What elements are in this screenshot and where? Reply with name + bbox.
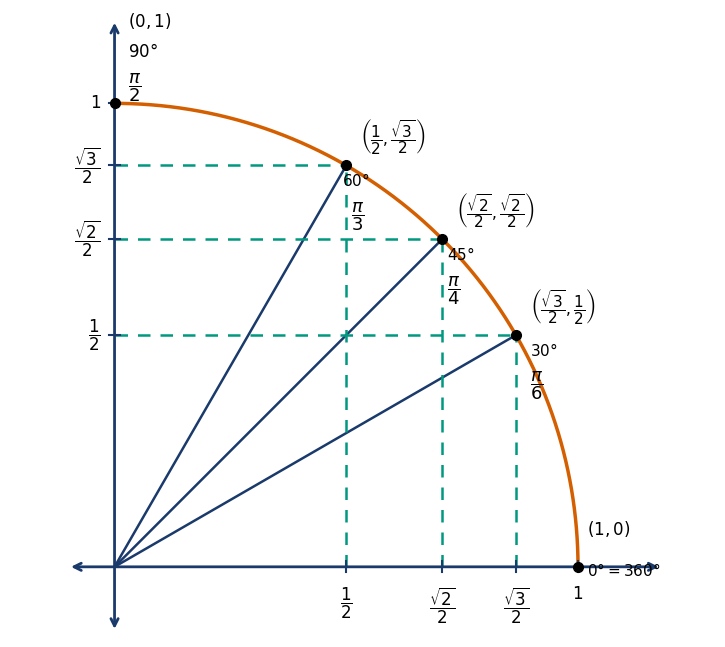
Text: $\dfrac{1}{2}$: $\dfrac{1}{2}$	[88, 318, 101, 353]
Text: $\dfrac{1}{2}$: $\dfrac{1}{2}$	[340, 586, 352, 620]
Text: $\dfrac{\sqrt{2}}{2}$: $\dfrac{\sqrt{2}}{2}$	[74, 219, 101, 259]
Text: $\left(\dfrac{\sqrt{3}}{2}, \dfrac{1}{2}\right)$: $\left(\dfrac{\sqrt{3}}{2}, \dfrac{1}{2}…	[530, 287, 595, 326]
Text: $60°$: $60°$	[341, 172, 369, 190]
Text: $90°$: $90°$	[128, 43, 158, 61]
Text: $\dfrac{\pi}{3}$: $\dfrac{\pi}{3}$	[351, 200, 365, 233]
Text: $\dfrac{\pi}{2}$: $\dfrac{\pi}{2}$	[128, 71, 142, 104]
Text: $1$: $1$	[573, 586, 584, 604]
Text: $45°$: $45°$	[447, 246, 475, 263]
Text: $30°$: $30°$	[530, 342, 558, 359]
Text: $\left(\dfrac{\sqrt{2}}{2}, \dfrac{\sqrt{2}}{2}\right)$: $\left(\dfrac{\sqrt{2}}{2}, \dfrac{\sqrt…	[456, 191, 534, 230]
Text: $1$: $1$	[89, 94, 101, 113]
Text: $\left(\dfrac{1}{2}, \dfrac{\sqrt{3}}{2}\right)$: $\left(\dfrac{1}{2}, \dfrac{\sqrt{3}}{2}…	[360, 117, 426, 156]
Text: $\dfrac{\pi}{6}$: $\dfrac{\pi}{6}$	[530, 370, 543, 402]
Text: $(1, 0)$: $(1, 0)$	[587, 519, 631, 539]
Text: $\dfrac{\sqrt{3}}{2}$: $\dfrac{\sqrt{3}}{2}$	[74, 146, 101, 186]
Text: $\dfrac{\sqrt{3}}{2}$: $\dfrac{\sqrt{3}}{2}$	[502, 586, 529, 626]
Text: $\dfrac{\sqrt{2}}{2}$: $\dfrac{\sqrt{2}}{2}$	[429, 586, 455, 626]
Text: $\dfrac{\pi}{4}$: $\dfrac{\pi}{4}$	[447, 274, 460, 307]
Text: $(0, 1)$: $(0, 1)$	[128, 10, 172, 30]
Text: $0°=360°$: $0°=360°$	[587, 562, 660, 579]
